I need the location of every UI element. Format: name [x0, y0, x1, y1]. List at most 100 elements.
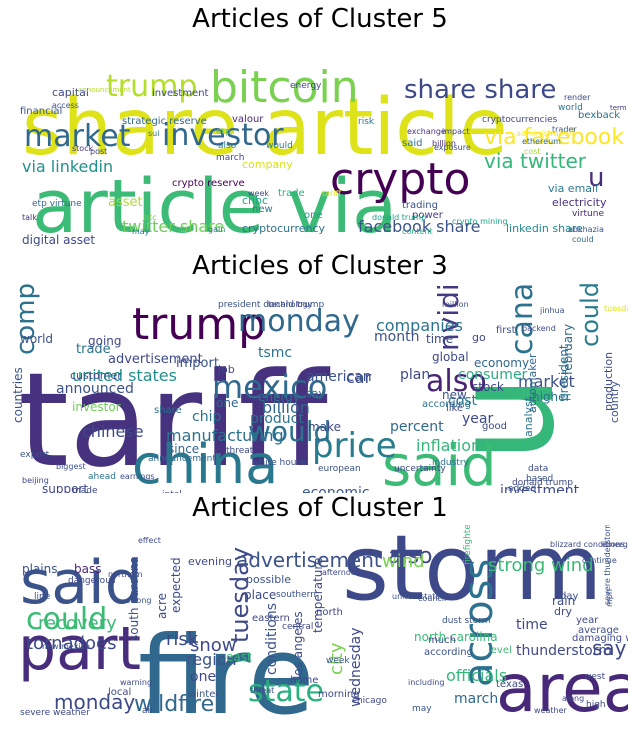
wordcloud-word: area — [496, 650, 628, 720]
wordcloud-word: air — [142, 706, 154, 716]
wordcloud-word: twitter share — [122, 217, 224, 236]
wordcloud-word: emergency — [602, 540, 628, 549]
wordcloud-word: may — [132, 227, 150, 236]
wordcloud-word: go — [472, 331, 486, 344]
wordcloud-word: firefighters — [463, 525, 473, 565]
cluster-1-wordcloud: fire storm said area part across could state wil… — [12, 525, 628, 735]
wordcloud-word: via twitter — [484, 149, 587, 173]
wordcloud-word: million — [442, 300, 469, 309]
wordcloud-word: jinhua — [539, 306, 565, 315]
wordcloud-word: economy — [474, 356, 529, 370]
wordcloud-word: higher — [532, 390, 571, 404]
wordcloud-word: linkedin share — [506, 222, 583, 235]
wordcloud-word: expected — [169, 557, 183, 613]
wordcloud-word: energy — [258, 390, 300, 404]
wordcloud-word: world — [558, 103, 583, 113]
wordcloud-word: tariff — [18, 344, 331, 493]
wordcloud-word: product — [250, 411, 304, 427]
wordcloud-word: monday — [238, 304, 360, 339]
wordcloud-word: via facebook — [484, 125, 624, 150]
wordcloud-word: week — [248, 189, 269, 198]
wordcloud-word: east — [226, 650, 252, 664]
wordcloud-word: cryptocurrency — [242, 222, 326, 235]
wordcloud-word: including — [408, 678, 444, 687]
wordcloud-word: president — [557, 344, 571, 401]
wordcloud-word: say — [592, 636, 627, 660]
wordcloud-word: weather — [534, 706, 567, 715]
wordcloud-word: storm — [342, 525, 602, 621]
wordcloud-word: added — [508, 484, 536, 493]
wordcloud-word: united states — [392, 592, 444, 601]
wordcloud-word: thunderstorm — [516, 643, 612, 659]
wordcloud-word: say — [306, 387, 325, 400]
wordcloud-word: threat — [250, 686, 274, 695]
wordcloud-word: donald trump — [372, 213, 426, 222]
wordcloud-word: cnbc — [242, 194, 268, 207]
wordcloud-word: market — [518, 372, 575, 391]
wordcloud-word: north — [316, 607, 343, 618]
wordcloud-word: automaker — [526, 353, 539, 413]
wordcloud-word: new mexico — [42, 642, 90, 651]
wordcloud-word: said — [382, 434, 497, 493]
wordcloud-word: first — [496, 325, 516, 336]
wordcloud-word: would — [266, 141, 293, 151]
wordcloud-word: content — [402, 227, 433, 236]
cluster-3-title: Articles of Cluster 3 — [192, 251, 448, 281]
wordcloud-word: snow — [190, 635, 237, 656]
wordcloud-word: trader — [552, 125, 577, 134]
wordcloud-word: also — [426, 364, 487, 399]
cluster-5-title: Articles of Cluster 5 — [192, 4, 448, 34]
wordcloud-word: announced — [56, 381, 134, 397]
wordcloud-word: one — [216, 396, 238, 410]
wordcloud-word: billion — [432, 139, 456, 148]
wordcloud-word: eastern — [252, 613, 290, 624]
wordcloud-word: much — [428, 635, 456, 646]
wordcloud-word: would — [248, 415, 331, 448]
wordcloud-word: dangerous — [68, 576, 116, 586]
wordcloud-word: average — [578, 625, 619, 636]
wordcloud-word: chicago — [352, 696, 387, 706]
wordcloud-word: fire — [138, 614, 315, 720]
wordcloud-word: northern — [108, 570, 143, 579]
wordcloud-word: investor — [72, 400, 121, 414]
wordcloud-word: according — [424, 647, 473, 658]
wordcloud-word: industry — [432, 458, 470, 468]
wordcloud-word: intel — [162, 490, 182, 493]
wordcloud-word: inflation — [416, 436, 481, 455]
wordcloud-word: stock — [472, 380, 504, 394]
wordcloud-word: ethereum — [522, 137, 561, 146]
wordcloud-word: west — [584, 672, 606, 682]
wordcloud-word: day — [560, 591, 578, 602]
wordcloud-word: one — [304, 210, 323, 221]
wordcloud-word: mexico — [212, 368, 327, 406]
wordcloud-word: risk — [166, 629, 199, 650]
wordcloud-word: region — [186, 650, 237, 669]
wordcloud-word: china — [132, 433, 278, 493]
wordcloud-word: via email — [548, 182, 598, 195]
wordcloud-word: united states — [72, 366, 177, 385]
wordcloud-word: said — [402, 138, 422, 149]
wordcloud-word: share — [154, 405, 182, 416]
wordcloud-word: level — [488, 645, 512, 656]
wordcloud-word: strong wind — [488, 555, 594, 576]
wordcloud-word: tariff — [322, 189, 342, 198]
wordcloud-word: bitcoin — [210, 62, 359, 113]
wordcloud-word: technology — [268, 300, 313, 309]
wordcloud-word: high — [586, 700, 606, 710]
wordcloud-word: share share — [404, 75, 556, 105]
wordcloud-word: los angeles — [291, 611, 305, 679]
wordcloud-word: could — [26, 602, 107, 637]
wordcloud-word: u — [423, 374, 586, 463]
wordcloud-word: year — [462, 411, 493, 427]
wordcloud-word: consumer — [458, 367, 528, 383]
wordcloud-word: across — [456, 559, 502, 687]
wordcloud-word: could — [572, 235, 594, 244]
wordcloud-word: asset — [108, 195, 143, 210]
wordcloud-word: countries — [12, 367, 25, 423]
wordcloud-word: southern — [276, 590, 316, 600]
wordcloud-word: mph — [605, 589, 614, 607]
wordcloud-word: exposure — [434, 143, 471, 152]
wordcloud-word: dust storm — [442, 616, 491, 626]
wordcloud-word: recovery — [38, 613, 117, 634]
wordcloud-word: american — [306, 369, 372, 385]
